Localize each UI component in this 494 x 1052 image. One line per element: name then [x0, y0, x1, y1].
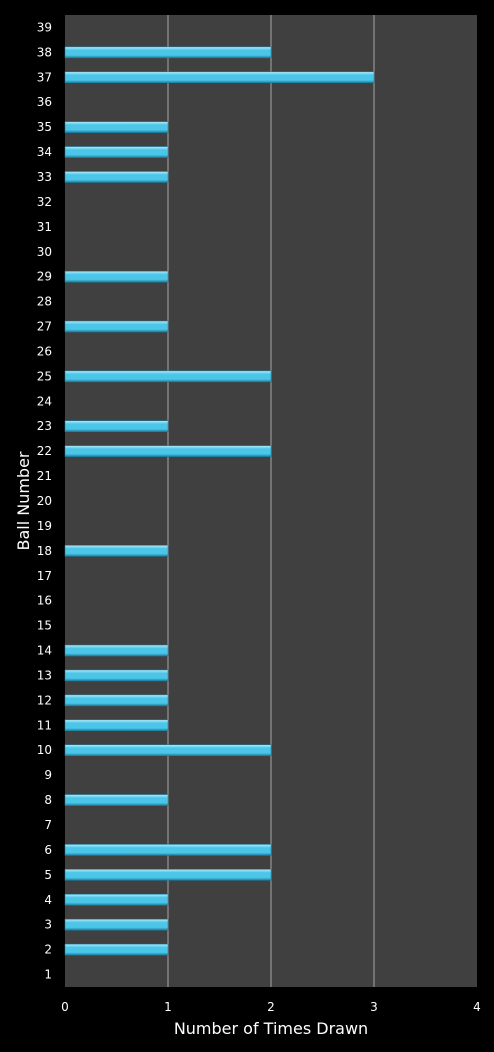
y-tick-label: 1: [44, 968, 52, 982]
y-tick-label: 31: [37, 220, 52, 234]
y-tick-label: 20: [37, 494, 52, 508]
y-tick-label: 37: [37, 70, 52, 84]
y-tick-label: 11: [37, 718, 52, 732]
bar: [64, 694, 169, 707]
bar: [64, 644, 169, 657]
bar: [64, 943, 169, 956]
y-tick-label: 35: [37, 120, 52, 134]
y-tick-label: 39: [37, 20, 52, 34]
bar: [64, 794, 169, 806]
y-tick-label: 6: [44, 843, 52, 857]
bar: [64, 669, 169, 682]
y-tick-label: 10: [37, 743, 52, 757]
bar: [64, 270, 169, 283]
y-tick-label: 23: [37, 419, 52, 433]
bar: [64, 420, 169, 432]
y-tick-label: 34: [37, 145, 52, 159]
y-tick-label: 13: [37, 668, 52, 682]
y-tick-labels: 1234567891011121314151617181920212223242…: [37, 20, 52, 981]
y-tick-label: 36: [37, 95, 52, 109]
y-tick-label: 9: [44, 768, 52, 782]
y-tick-label: 14: [37, 644, 52, 658]
y-tick-label: 38: [37, 45, 52, 59]
x-tick-labels: 0 1 2 3 4: [61, 1000, 481, 1014]
bar: [64, 121, 169, 133]
y-tick-label: 27: [37, 320, 52, 334]
y-tick-label: 16: [37, 594, 52, 608]
y-tick-label: 21: [37, 469, 52, 483]
y-tick-label: 7: [44, 818, 52, 832]
y-tick-label: 4: [44, 893, 52, 907]
y-tick-label: 25: [37, 369, 52, 383]
x-tick-label: 2: [267, 1000, 275, 1014]
bar: [64, 869, 272, 881]
bar: [64, 918, 169, 931]
bar: [64, 71, 375, 84]
y-tick-label: 24: [37, 394, 52, 408]
y-tick-label: 22: [37, 444, 52, 458]
y-tick-label: 17: [37, 569, 52, 583]
y-tick-label: 12: [37, 693, 52, 707]
bar: [64, 545, 169, 557]
y-tick-label: 5: [44, 868, 52, 882]
x-tick-label: 1: [164, 1000, 172, 1014]
bar: [64, 445, 272, 457]
y-tick-label: 2: [44, 943, 52, 957]
x-axis-title: Number of Times Drawn: [174, 1019, 368, 1038]
y-tick-label: 30: [37, 245, 52, 259]
bar: [64, 171, 169, 183]
bar: [64, 719, 169, 732]
y-axis-title: Ball Number: [14, 451, 33, 550]
bar: [64, 46, 272, 59]
x-tick-label: 4: [473, 1000, 481, 1014]
y-tick-label: 28: [37, 295, 52, 309]
x-tick-label: 0: [61, 1000, 69, 1014]
bar: [64, 894, 169, 906]
y-tick-label: 18: [37, 544, 52, 558]
y-tick-label: 3: [44, 918, 52, 932]
y-tick-label: 15: [37, 619, 52, 633]
bar: [64, 744, 272, 756]
y-tick-label: 29: [37, 270, 52, 284]
bar: [64, 146, 169, 158]
y-tick-label: 32: [37, 195, 52, 209]
bar: [64, 844, 272, 856]
y-tick-label: 19: [37, 519, 52, 533]
bars: [64, 46, 375, 956]
bar: [64, 320, 169, 333]
x-tick-label: 3: [370, 1000, 378, 1014]
y-tick-label: 33: [37, 170, 52, 184]
y-tick-label: 26: [37, 344, 52, 358]
bar: [64, 370, 272, 383]
y-tick-label: 8: [44, 793, 52, 807]
